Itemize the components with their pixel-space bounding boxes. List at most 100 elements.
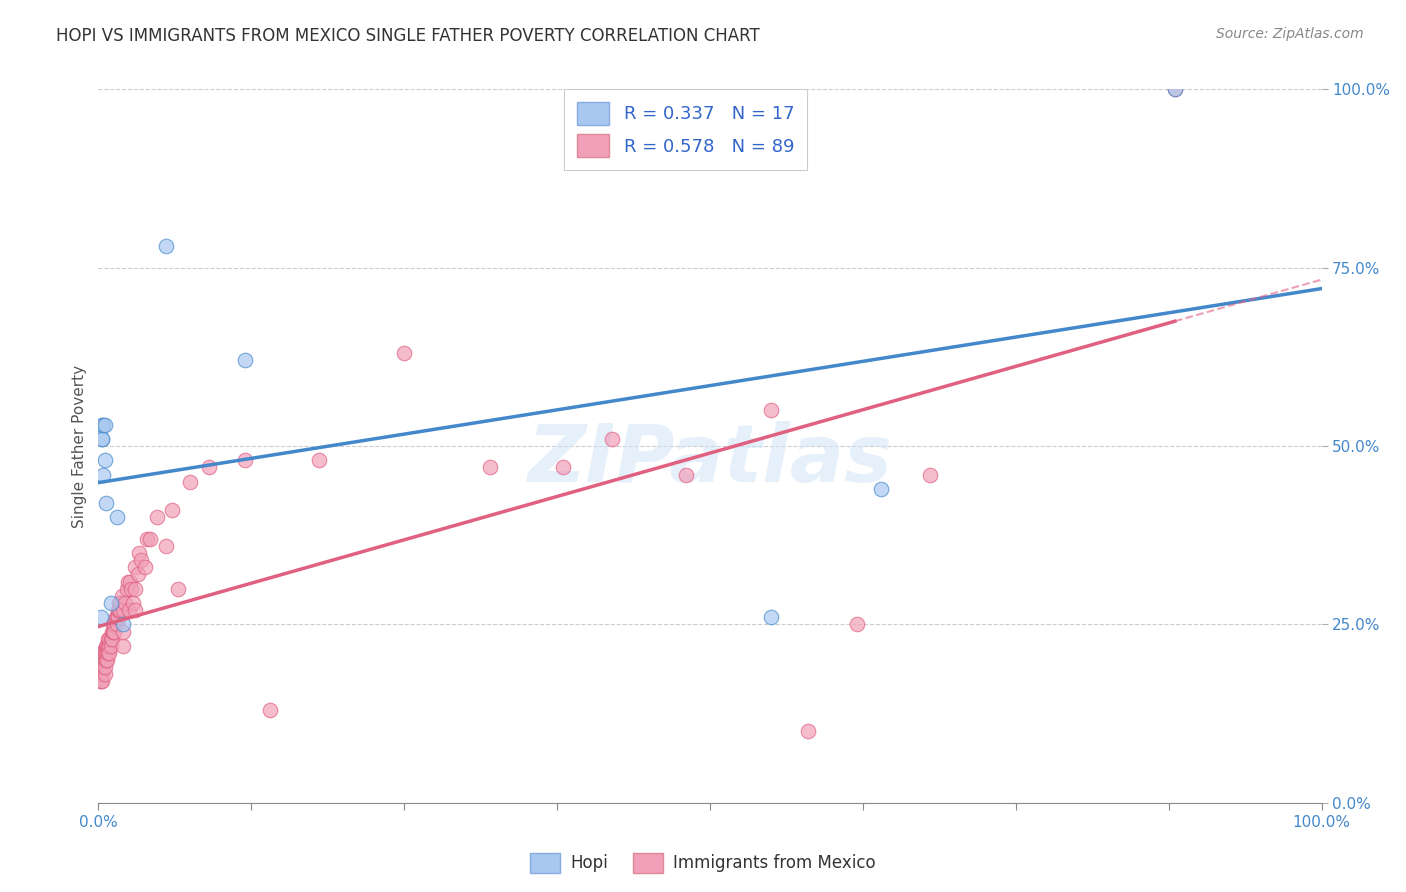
Legend: R = 0.337   N = 17, R = 0.578   N = 89: R = 0.337 N = 17, R = 0.578 N = 89 — [564, 89, 807, 169]
Point — [761, 403, 783, 417]
Point — [90, 646, 112, 660]
Point — [94, 653, 117, 667]
Point — [179, 475, 201, 489]
Point — [96, 646, 118, 660]
Point — [553, 460, 575, 475]
Point — [96, 653, 118, 667]
Point — [93, 646, 115, 660]
Point — [98, 646, 121, 660]
Point — [90, 653, 112, 667]
Point — [90, 674, 112, 689]
Point — [124, 603, 146, 617]
Point — [920, 467, 942, 482]
Point — [845, 617, 868, 632]
Point — [93, 660, 115, 674]
Point — [91, 432, 114, 446]
Point — [91, 653, 114, 667]
Point — [675, 467, 697, 482]
Point — [100, 632, 122, 646]
Point — [114, 596, 136, 610]
Point — [308, 453, 330, 467]
Point — [98, 632, 121, 646]
Point — [100, 596, 122, 610]
Point — [91, 432, 114, 446]
Point — [90, 610, 112, 624]
Point — [870, 482, 893, 496]
Point — [104, 610, 127, 624]
Point — [111, 603, 134, 617]
Point — [91, 646, 114, 660]
Point — [146, 510, 169, 524]
Point — [91, 660, 114, 674]
Point — [110, 603, 132, 617]
Point — [97, 646, 120, 660]
Point — [105, 617, 128, 632]
Point — [797, 724, 820, 739]
Point — [155, 539, 177, 553]
Text: Source: ZipAtlas.com: Source: ZipAtlas.com — [1216, 27, 1364, 41]
Point — [94, 496, 117, 510]
Point — [90, 660, 112, 674]
Point — [120, 574, 142, 589]
Point — [91, 646, 114, 660]
Point — [100, 639, 122, 653]
Point — [134, 560, 156, 574]
Y-axis label: Single Father Poverty: Single Father Poverty — [72, 365, 87, 527]
Legend: Hopi, Immigrants from Mexico: Hopi, Immigrants from Mexico — [523, 847, 883, 880]
Point — [139, 532, 162, 546]
Point — [233, 453, 256, 467]
Point — [103, 617, 125, 632]
Point — [108, 603, 131, 617]
Point — [108, 596, 131, 610]
Point — [89, 674, 111, 689]
Point — [127, 567, 149, 582]
Point — [259, 703, 281, 717]
Point — [91, 674, 114, 689]
Point — [89, 667, 111, 681]
Point — [117, 574, 139, 589]
Point — [167, 582, 190, 596]
Point — [94, 646, 117, 660]
Point — [97, 632, 120, 646]
Point — [111, 639, 134, 653]
Point — [101, 617, 124, 632]
Point — [97, 639, 120, 653]
Point — [160, 503, 183, 517]
Point — [136, 532, 159, 546]
Point — [96, 639, 118, 653]
Point — [91, 667, 114, 681]
Text: ZIPatlas: ZIPatlas — [527, 421, 893, 500]
Point — [91, 653, 114, 667]
Point — [115, 582, 138, 596]
Point — [91, 660, 114, 674]
Point — [105, 510, 128, 524]
Point — [91, 467, 114, 482]
Point — [128, 546, 150, 560]
Point — [101, 624, 124, 639]
Point — [93, 653, 115, 667]
Point — [89, 653, 111, 667]
Point — [111, 624, 134, 639]
Point — [1164, 82, 1187, 96]
Point — [392, 346, 416, 360]
Point — [103, 624, 125, 639]
Point — [110, 596, 132, 610]
Point — [101, 632, 124, 646]
Point — [600, 432, 623, 446]
Point — [90, 660, 112, 674]
Point — [197, 460, 219, 475]
Point — [120, 582, 142, 596]
Point — [107, 603, 129, 617]
Point — [105, 610, 128, 624]
Point — [98, 639, 121, 653]
Point — [91, 417, 114, 432]
Point — [93, 667, 115, 681]
Text: HOPI VS IMMIGRANTS FROM MEXICO SINGLE FATHER POVERTY CORRELATION CHART: HOPI VS IMMIGRANTS FROM MEXICO SINGLE FA… — [56, 27, 761, 45]
Point — [118, 603, 141, 617]
Point — [121, 596, 143, 610]
Point — [111, 589, 134, 603]
Point — [91, 646, 114, 660]
Point — [155, 239, 177, 253]
Point — [124, 582, 146, 596]
Point — [124, 560, 146, 574]
